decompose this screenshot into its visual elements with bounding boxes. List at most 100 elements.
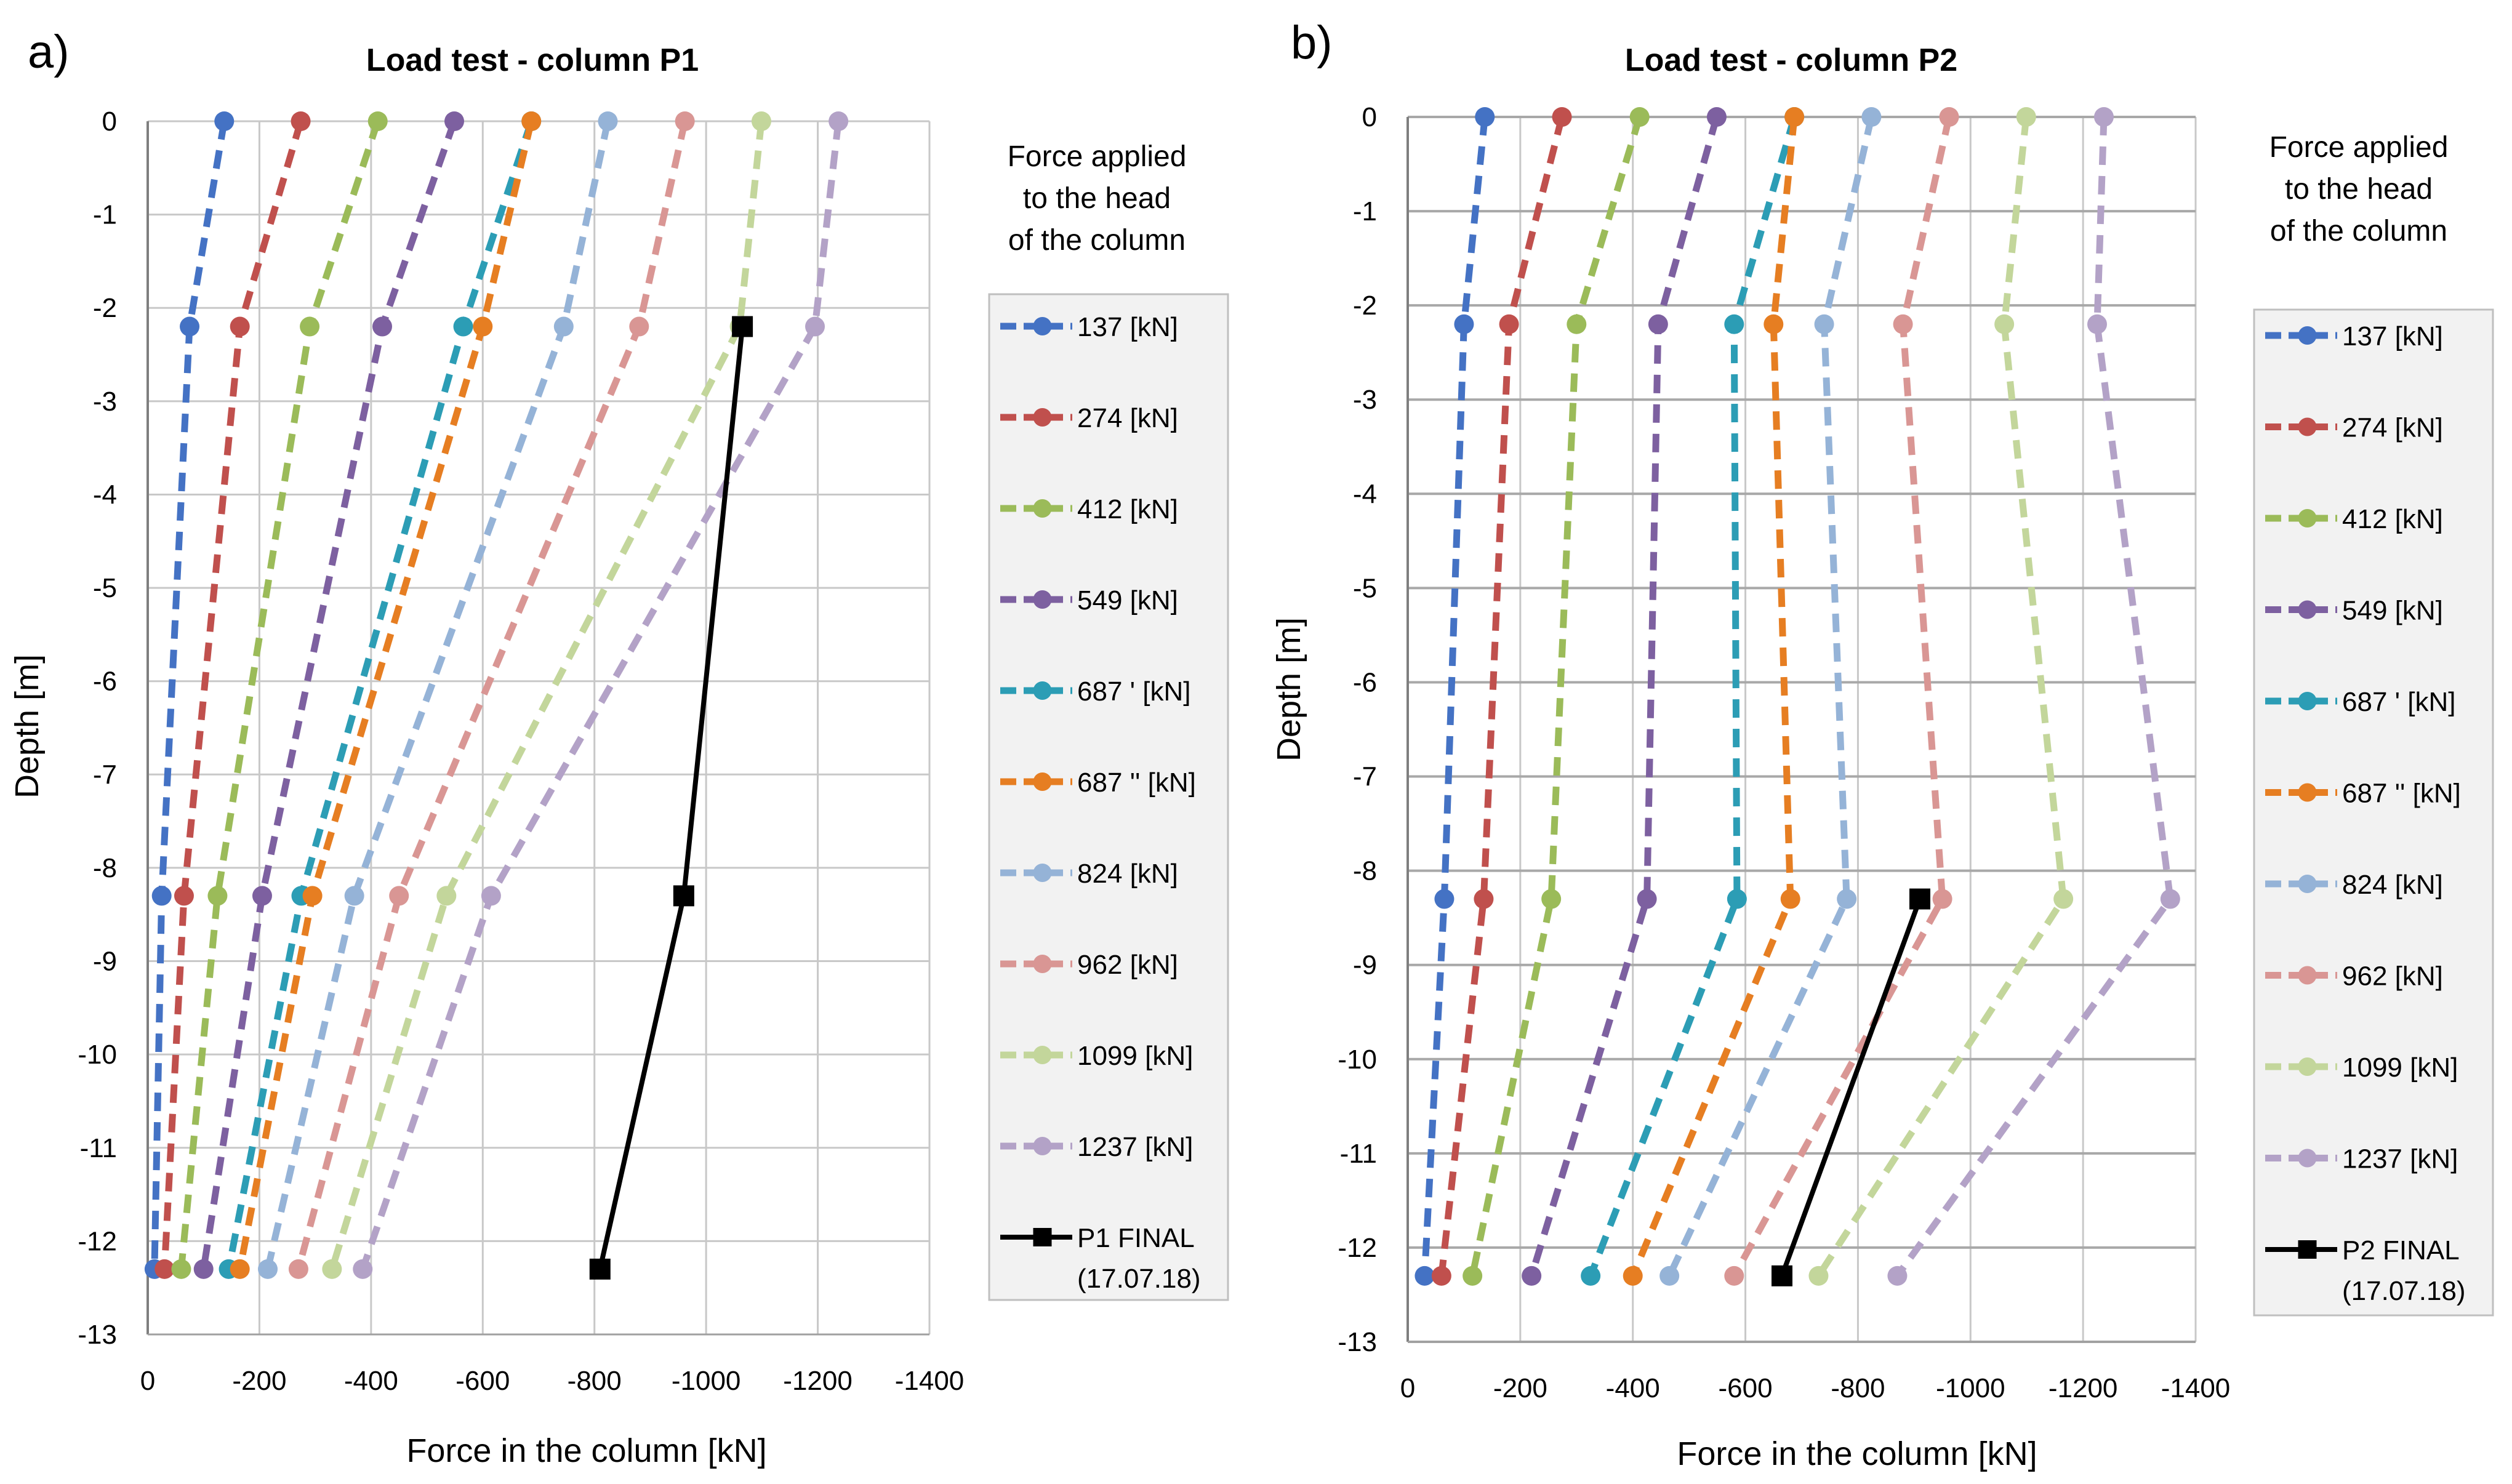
legend-title: of the column	[1008, 224, 1186, 257]
data-point	[258, 1259, 278, 1279]
x-tick-label: 0	[1400, 1373, 1415, 1403]
legend-label: 1237 [kN]	[1077, 1132, 1193, 1162]
series-6	[230, 111, 542, 1279]
y-tick-label: -3	[1353, 385, 1377, 415]
data-point	[1837, 889, 1857, 909]
y-tick-label: -6	[93, 667, 117, 697]
series-line	[1438, 116, 1565, 1277]
y-tick-label: -5	[93, 573, 117, 603]
legend-label-date: (17.07.18)	[1077, 1264, 1201, 1294]
legend-label: 1099 [kN]	[2342, 1053, 2458, 1083]
legend-swatch-marker	[2298, 875, 2317, 893]
data-point	[180, 316, 200, 337]
y-tick-label: -9	[1353, 950, 1377, 981]
series-line	[1528, 116, 1720, 1277]
data-point	[751, 111, 771, 131]
legend-swatch-marker	[2298, 326, 2317, 345]
data-point	[1474, 889, 1494, 909]
data-point	[207, 886, 228, 906]
legend-swatch-marker	[1033, 1137, 1052, 1155]
data-point	[2160, 889, 2180, 909]
legend-item: 549 [kN]	[2265, 596, 2443, 626]
series-2	[1431, 107, 1572, 1286]
y-tick-label: -13	[1338, 1327, 1377, 1357]
legend-item: 1237 [kN]	[2265, 1144, 2458, 1174]
series-3	[1463, 107, 1650, 1286]
y-tick-label: 0	[102, 106, 117, 137]
x-tick-label: 0	[140, 1366, 155, 1396]
data-point	[1499, 314, 1519, 334]
legend-label: 962 [kN]	[1077, 950, 1178, 980]
data-point	[829, 111, 849, 131]
legend-label-date: (17.07.18)	[2342, 1276, 2466, 1306]
legend-swatch-marker	[2298, 1240, 2317, 1259]
series-6	[1623, 107, 1805, 1286]
x-tick-label: -1000	[1936, 1373, 2005, 1403]
data-point	[1727, 889, 1747, 909]
x-axis-label: Force in the column [kN]	[1677, 1435, 2037, 1472]
series-line	[329, 121, 765, 1270]
legend-item: 687 '' [kN]	[1000, 768, 1196, 798]
legend-title: Force applied	[1008, 140, 1187, 173]
series-10	[353, 111, 849, 1279]
series-line	[1666, 116, 1875, 1278]
series-3	[171, 111, 388, 1279]
data-point	[2016, 107, 2036, 127]
legend-label: 687 '' [kN]	[1077, 768, 1196, 798]
y-tick-label: -7	[1353, 762, 1377, 792]
legend-swatch-marker	[1033, 1046, 1052, 1064]
legend-swatch-marker	[1033, 772, 1052, 791]
legend-swatch-marker	[2298, 692, 2317, 710]
data-point	[1808, 1265, 1829, 1286]
series-1	[144, 111, 235, 1279]
y-axis-label: Depth [m]	[1270, 617, 1307, 761]
legend-swatch-marker	[1033, 499, 1052, 518]
series-line	[1469, 116, 1643, 1277]
data-point	[1784, 107, 1805, 127]
y-tick-label: 0	[1362, 102, 1377, 132]
data-point	[589, 1258, 611, 1280]
legend-label: 962 [kN]	[2342, 961, 2443, 992]
series-2	[154, 111, 311, 1279]
legend-label: 549 [kN]	[1077, 585, 1178, 616]
data-point	[1780, 889, 1800, 909]
data-point	[193, 1259, 214, 1279]
data-point	[1648, 314, 1668, 334]
x-tick-label: -200	[1493, 1373, 1547, 1403]
legend-title: of the column	[2270, 215, 2447, 247]
series-line	[236, 120, 535, 1270]
data-point	[252, 886, 272, 906]
series-7	[258, 111, 618, 1279]
data-point	[230, 1259, 250, 1279]
legend-item: 137 [kN]	[1000, 312, 1178, 342]
data-point	[1893, 314, 1913, 334]
chart-panel-2: b) Load test - column P2 0 -200 -400 -600 -800…	[1270, 17, 2494, 1472]
data-point	[436, 886, 457, 906]
legend-label: 687 ' [kN]	[1077, 676, 1191, 707]
series-line	[151, 121, 228, 1270]
x-tick-label: -1400	[895, 1366, 965, 1396]
series-8	[1724, 107, 1959, 1286]
x-axis-label: Force in the column [kN]	[406, 1432, 766, 1469]
y-tick-label: -9	[93, 947, 117, 977]
legend-item: 549 [kN]	[1000, 585, 1178, 616]
data-point	[174, 886, 194, 906]
data-point	[1454, 314, 1474, 334]
data-point	[481, 886, 501, 906]
data-point	[171, 1259, 191, 1279]
data-point	[2093, 107, 2114, 127]
x-tick-label: -600	[1719, 1373, 1773, 1403]
legend-label: P2 FINAL	[2342, 1235, 2460, 1265]
data-point	[1637, 889, 1657, 909]
data-point	[1994, 314, 2015, 334]
legend-label: 1099 [kN]	[1077, 1041, 1193, 1071]
data-point	[2053, 889, 2074, 909]
data-point	[1522, 1265, 1542, 1286]
legend-swatch-marker	[1033, 864, 1052, 882]
legend-label: 274 [kN]	[1077, 403, 1178, 433]
legend-item: 274 [kN]	[2265, 413, 2443, 443]
grid	[1406, 116, 2197, 1343]
legend-item: 687 ' [kN]	[1000, 676, 1191, 707]
series-4	[1522, 107, 1727, 1286]
